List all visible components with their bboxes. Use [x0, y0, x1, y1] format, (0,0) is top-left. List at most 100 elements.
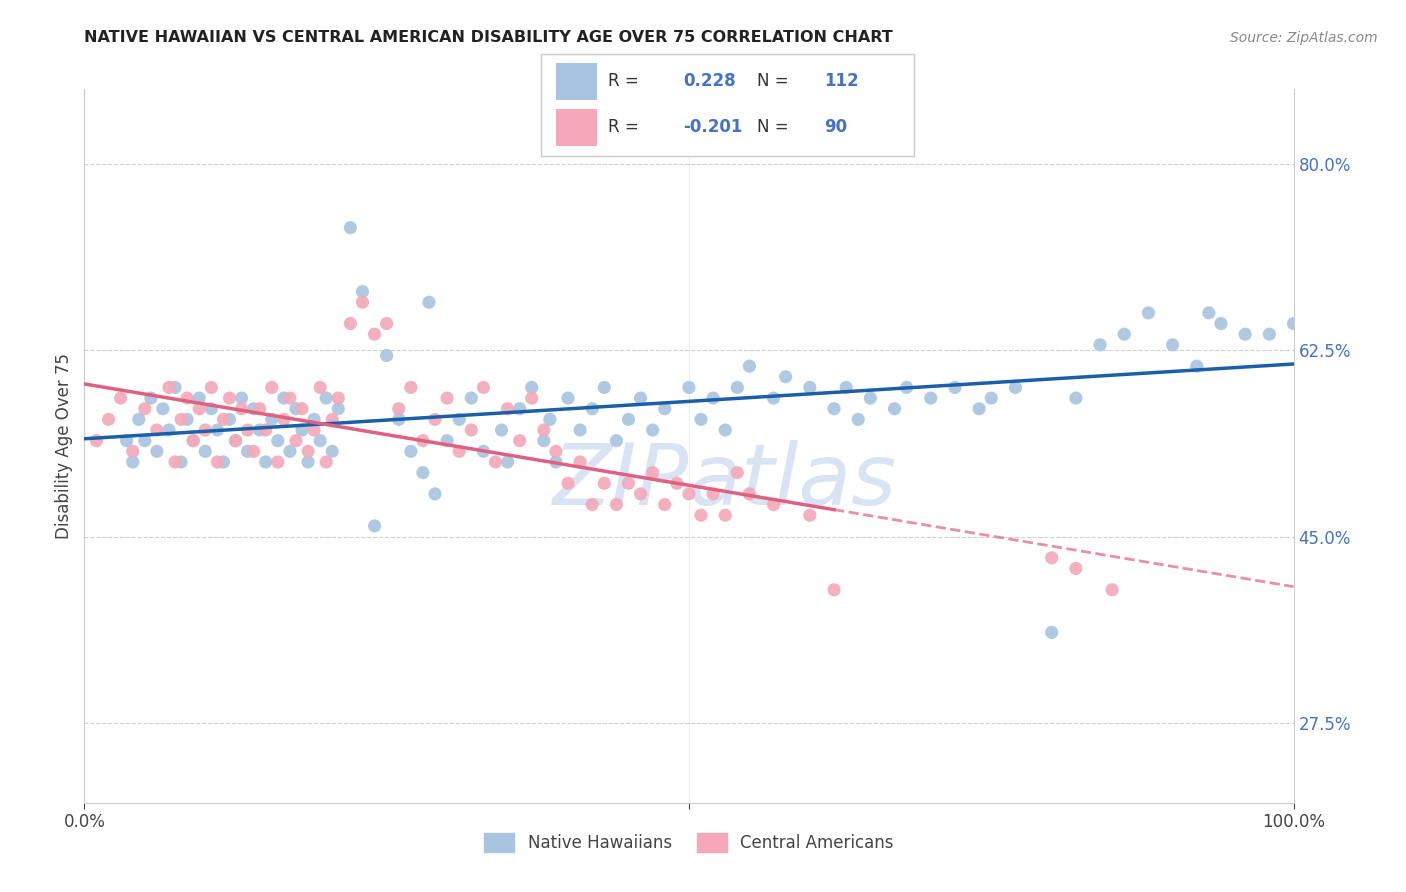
Point	[231, 401, 253, 416]
Point	[200, 380, 222, 394]
Point	[97, 412, 120, 426]
Point	[399, 444, 422, 458]
Point	[1198, 306, 1220, 320]
Point	[181, 434, 204, 448]
Point	[363, 519, 385, 533]
Point	[321, 444, 343, 458]
Point	[315, 391, 337, 405]
Point	[630, 391, 652, 405]
FancyBboxPatch shape	[557, 62, 598, 100]
Point	[654, 401, 676, 416]
Point	[823, 401, 845, 416]
Point	[460, 423, 482, 437]
Point	[352, 295, 374, 310]
Point	[617, 476, 640, 491]
Point	[315, 455, 337, 469]
Point	[1209, 317, 1232, 331]
Point	[581, 401, 603, 416]
Text: ZIP: ZIP	[553, 440, 689, 524]
Point	[278, 444, 301, 458]
Point	[449, 412, 471, 426]
Point	[690, 508, 713, 523]
Point	[194, 423, 217, 437]
Point	[943, 380, 966, 394]
Point	[363, 327, 385, 342]
Point	[260, 412, 283, 426]
Point	[436, 434, 458, 448]
Point	[218, 412, 240, 426]
Point	[617, 412, 640, 426]
Text: NATIVE HAWAIIAN VS CENTRAL AMERICAN DISABILITY AGE OVER 75 CORRELATION CHART: NATIVE HAWAIIAN VS CENTRAL AMERICAN DISA…	[84, 29, 893, 45]
Point	[207, 455, 229, 469]
Point	[1185, 359, 1208, 373]
Point	[236, 423, 259, 437]
Point	[284, 401, 308, 416]
Point	[188, 391, 211, 405]
Point	[1282, 317, 1305, 331]
Point	[412, 434, 434, 448]
Point	[121, 444, 143, 458]
Point	[714, 508, 737, 523]
Point	[702, 391, 724, 405]
FancyBboxPatch shape	[557, 109, 598, 145]
Point	[1258, 327, 1281, 342]
Point	[284, 434, 308, 448]
Point	[139, 391, 162, 405]
Point	[260, 380, 283, 394]
Point	[218, 391, 240, 405]
Point	[236, 444, 259, 458]
Point	[520, 391, 543, 405]
Point	[557, 476, 579, 491]
Point	[533, 434, 555, 448]
Point	[278, 391, 301, 405]
Point	[472, 444, 495, 458]
Point	[297, 455, 319, 469]
Point	[569, 423, 592, 437]
Text: atlas: atlas	[689, 440, 897, 524]
Point	[176, 412, 198, 426]
Point	[309, 380, 332, 394]
Point	[496, 455, 519, 469]
Text: 112: 112	[824, 72, 859, 90]
Point	[678, 487, 700, 501]
Point	[846, 412, 869, 426]
Point	[297, 444, 319, 458]
Point	[859, 391, 882, 405]
Point	[352, 285, 374, 299]
Point	[593, 380, 616, 394]
Point	[1088, 338, 1111, 352]
Point	[212, 412, 235, 426]
Text: N =: N =	[758, 119, 794, 136]
Point	[121, 455, 143, 469]
Point	[775, 369, 797, 384]
Point	[399, 380, 422, 394]
Point	[339, 317, 361, 331]
Point	[242, 444, 264, 458]
Y-axis label: Disability Age Over 75: Disability Age Over 75	[55, 353, 73, 539]
Point	[725, 380, 748, 394]
Point	[302, 423, 325, 437]
Point	[267, 455, 290, 469]
Point	[738, 359, 761, 373]
Point	[134, 434, 156, 448]
Point	[1064, 561, 1087, 575]
Point	[883, 401, 905, 416]
Point	[194, 444, 217, 458]
Point	[1161, 338, 1184, 352]
Point	[799, 508, 821, 523]
Point	[472, 380, 495, 394]
Point	[557, 391, 579, 405]
Point	[291, 401, 314, 416]
Text: R =: R =	[609, 72, 644, 90]
Point	[375, 317, 398, 331]
Point	[146, 423, 169, 437]
Point	[388, 401, 411, 416]
Point	[460, 391, 482, 405]
Point	[115, 434, 138, 448]
Point	[544, 444, 567, 458]
Text: Source: ZipAtlas.com: Source: ZipAtlas.com	[1230, 30, 1378, 45]
Point	[581, 498, 603, 512]
Point	[762, 498, 785, 512]
Point	[146, 444, 169, 458]
Point	[714, 423, 737, 437]
